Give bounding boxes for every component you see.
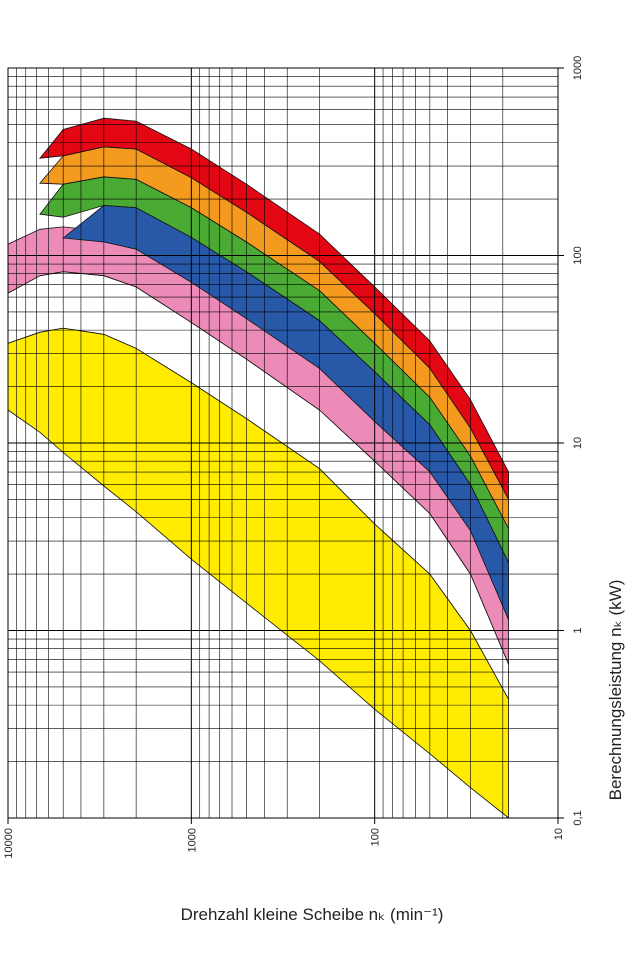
x-tick-label: 1000 (186, 828, 198, 852)
plot-frame (7, 67, 559, 819)
x-tick-label: 10 (553, 828, 565, 840)
bands (7, 117, 509, 819)
x-tick-label: 100 (370, 828, 382, 846)
y-tick-label: 1 (572, 627, 584, 633)
labels: 0,1 1 10 100 1000 10000 1000 100 10 (3, 56, 584, 859)
y-tick-label: 100 (572, 246, 584, 264)
band-area (38, 117, 509, 500)
y-tick-label: 1000 (572, 56, 584, 80)
grid (7, 67, 564, 824)
y-axis-label: Berechnungsleistung nₖ (kW) (606, 580, 625, 801)
y-tick-label: 0,1 (572, 810, 584, 825)
x-tick-label: 10000 (3, 828, 15, 859)
y-tick-label: 10 (572, 437, 584, 449)
x-axis-label: Drehzahl kleine Scheibe nₖ (min⁻¹) (181, 905, 444, 924)
